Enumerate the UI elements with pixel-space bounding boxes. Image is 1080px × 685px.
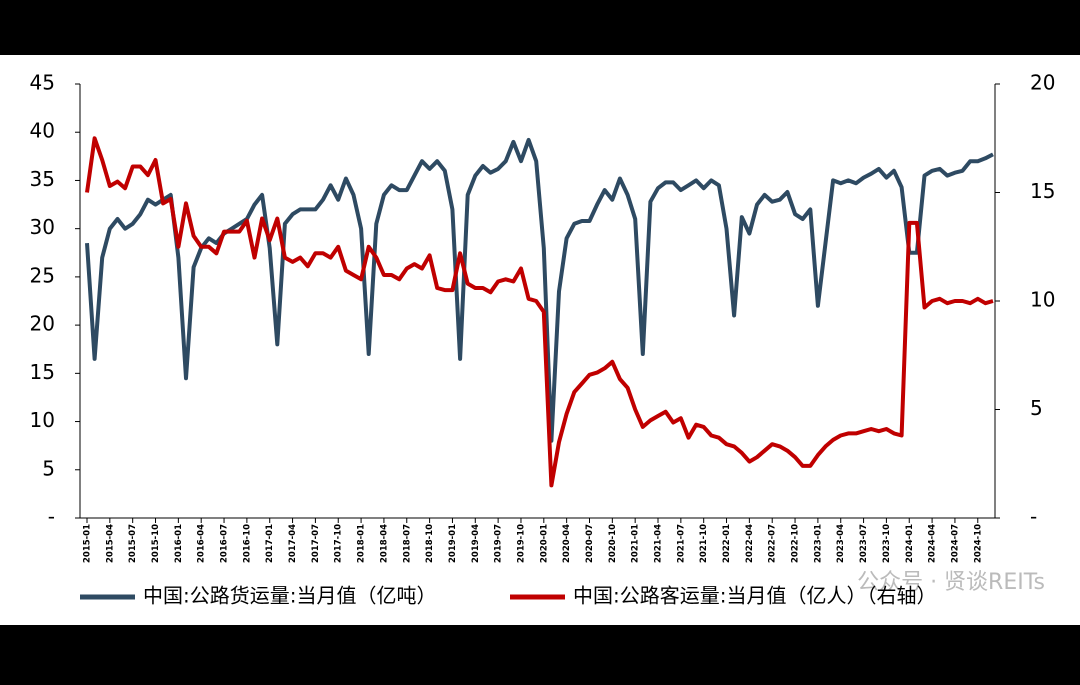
x-tick-label: 2015-01 — [83, 524, 93, 563]
x-tick-label: 2024-01 — [905, 524, 915, 563]
legend-label: 中国:公路货运量:当月值（亿吨） — [143, 584, 436, 608]
x-tick-label: 2016-01 — [174, 524, 184, 563]
x-tick-label: 2018-07 — [402, 524, 412, 563]
y-tick-label: 20 — [30, 312, 55, 336]
x-tick-label: 2017-07 — [311, 524, 321, 563]
x-tick-label: 2016-10 — [242, 524, 252, 563]
x-tick-label: 2023-04 — [836, 524, 846, 563]
y-tick-label: 45 — [30, 71, 55, 95]
x-tick-label: 2024-07 — [950, 524, 960, 563]
x-tick-label: 2019-04 — [471, 524, 481, 563]
series-line — [85, 136, 994, 488]
legend-label: 中国:公路客运量:当月值（亿人）（右轴） — [573, 584, 936, 608]
x-tick-label: 2022-10 — [791, 524, 801, 563]
x-tick-label: 2018-10 — [425, 524, 435, 563]
x-tick-label: 2024-10 — [973, 524, 983, 563]
x-tick-label: 2015-04 — [105, 524, 115, 563]
x-tick-label: 2022-04 — [745, 524, 755, 563]
y-tick-label: 10 — [30, 408, 55, 432]
x-tick-label: 2020-01 — [539, 524, 549, 563]
x-tick-label: 2016-07 — [220, 524, 230, 563]
y-tick-label: 15 — [30, 360, 55, 384]
watermark: 公众号 · 贤谈REITs — [857, 570, 1045, 595]
x-tick-label: 2016-04 — [197, 524, 207, 563]
x-tick-label: 2015-07 — [128, 524, 138, 563]
y-tick-label: 30 — [30, 215, 55, 239]
x-tick-label: 2017-10 — [334, 524, 344, 563]
chart-background — [0, 55, 1080, 625]
x-tick-label: 2022-07 — [768, 524, 778, 563]
x-tick-label: 2020-04 — [562, 524, 572, 563]
y-tick-label: - — [48, 505, 55, 529]
x-tick-label: 2015-10 — [151, 524, 161, 563]
x-tick-label: 2024-04 — [928, 524, 938, 563]
y2-tick-label: 15 — [1030, 179, 1055, 203]
y-tick-label: 40 — [30, 119, 55, 143]
x-tick-label: 2020-10 — [608, 524, 618, 563]
y2-tick-label: 20 — [1030, 71, 1055, 95]
y-tick-label: 5 — [42, 456, 55, 480]
x-tick-label: 2021-10 — [699, 524, 709, 563]
x-tick-label: 2017-04 — [288, 524, 298, 563]
x-tick-label: 2018-01 — [357, 524, 367, 563]
y-tick-label: 35 — [30, 167, 55, 191]
y2-tick-label: - — [1030, 505, 1037, 529]
x-tick-label: 2023-01 — [813, 524, 823, 563]
y2-tick-label: 10 — [1030, 288, 1055, 312]
y-tick-label: 25 — [30, 263, 55, 287]
x-tick-label: 2022-01 — [722, 524, 732, 563]
x-tick-label: 2017-01 — [265, 524, 275, 563]
x-tick-label: 2021-04 — [654, 524, 664, 563]
x-tick-label: 2019-01 — [448, 524, 458, 563]
x-tick-label: 2020-07 — [585, 524, 595, 563]
x-tick-label: 2023-10 — [882, 524, 892, 563]
x-tick-label: 2019-07 — [494, 524, 504, 563]
x-tick-label: 2018-04 — [379, 524, 389, 563]
x-tick-label: 2021-01 — [631, 524, 641, 563]
x-tick-label: 2023-07 — [859, 524, 869, 563]
x-tick-label: 2021-07 — [676, 524, 686, 563]
y2-tick-label: 5 — [1030, 396, 1043, 420]
x-tick-label: 2019-10 — [516, 524, 526, 563]
series-line — [85, 137, 994, 443]
